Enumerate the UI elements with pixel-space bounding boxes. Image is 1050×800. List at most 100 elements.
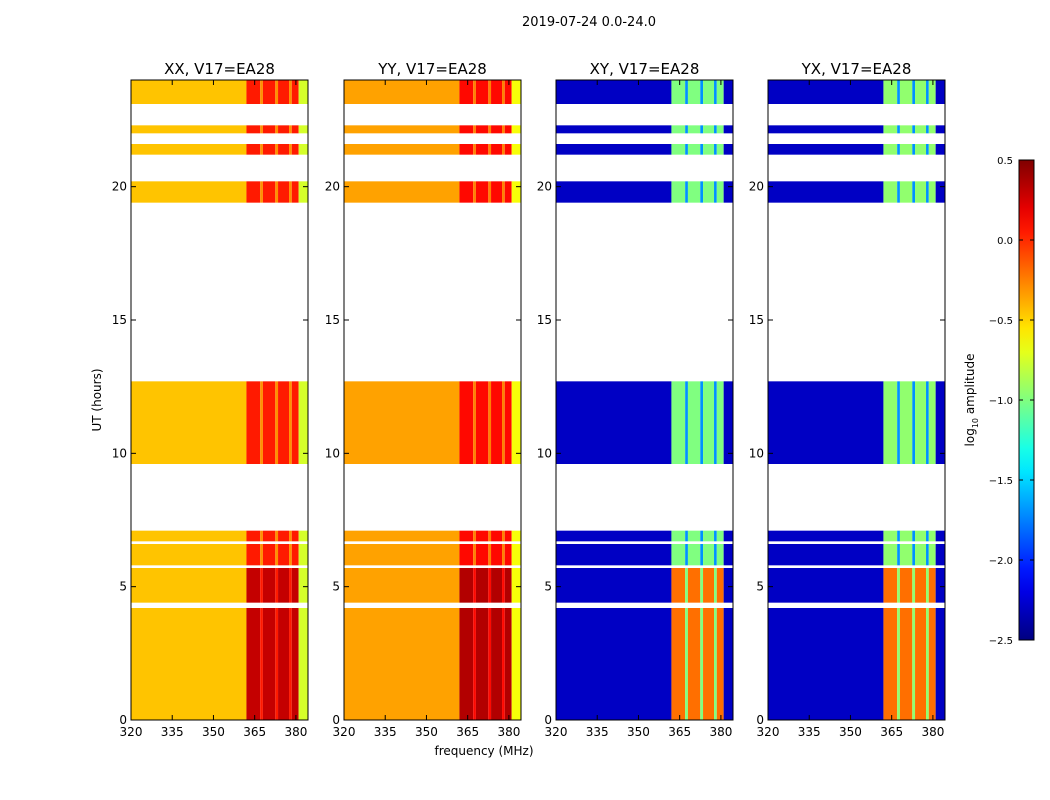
- heatmap-cell: [278, 640, 290, 720]
- heatmap-cell: [714, 568, 717, 603]
- heatmap-cell: [511, 181, 521, 203]
- y-tick-label: 15: [112, 313, 127, 327]
- colorbar-tick-label: −2.5: [989, 636, 1013, 647]
- heatmap-cell: [291, 144, 299, 155]
- heatmap-cell: [504, 608, 512, 640]
- heatmap-cell: [275, 544, 279, 566]
- heatmap-cell: [700, 80, 704, 104]
- heatmap-cell: [504, 144, 512, 155]
- heatmap-cell: [556, 181, 672, 203]
- heatmap-cell: [928, 181, 936, 203]
- heatmap-cell: [131, 125, 247, 134]
- heatmap-cell: [685, 144, 688, 155]
- heatmap-cell: [716, 608, 724, 640]
- heatmap-cell: [899, 530, 913, 542]
- heatmap-cell: [928, 381, 936, 464]
- heatmap-cell: [262, 568, 276, 603]
- heatmap-cell: [275, 125, 279, 134]
- heatmap-cell: [260, 80, 263, 104]
- heatmap-cell: [700, 125, 704, 134]
- heatmap-cell: [935, 181, 945, 203]
- heatmap-cell: [723, 544, 733, 566]
- heatmap-cell: [928, 80, 936, 104]
- heatmap-cell: [687, 125, 701, 134]
- heatmap-cell: [703, 125, 715, 134]
- heatmap-cell: [473, 381, 476, 464]
- heatmap-cell: [883, 381, 898, 464]
- heatmap-cell: [915, 608, 927, 640]
- colorbar-tick-label: −0.5: [989, 316, 1013, 327]
- heatmap-cell: [344, 640, 460, 720]
- heatmap-cell: [473, 568, 476, 603]
- heatmap-cell: [298, 80, 308, 104]
- heatmap-cell: [502, 530, 505, 542]
- x-tick-label: 320: [757, 725, 780, 739]
- y-tick-label: 15: [325, 313, 340, 327]
- y-tick-label: 10: [537, 446, 552, 460]
- heatmap-cell: [912, 80, 916, 104]
- heatmap-cell: [131, 181, 247, 203]
- heatmap-cell: [716, 144, 724, 155]
- heatmap-cell: [899, 640, 913, 720]
- heatmap-cell: [926, 125, 929, 134]
- x-tick-label: 350: [202, 725, 225, 739]
- heatmap-cell: [768, 80, 884, 104]
- heatmap-cell: [685, 181, 688, 203]
- heatmap-cell: [714, 544, 717, 566]
- heatmap-cell: [915, 640, 927, 720]
- heatmap-cell: [475, 530, 489, 542]
- heatmap-cell: [475, 381, 489, 464]
- heatmap-cell: [935, 381, 945, 464]
- heatmap-cell: [488, 608, 492, 640]
- heatmap-cell: [488, 381, 492, 464]
- heatmap-cell: [291, 125, 299, 134]
- heatmap-cell: [262, 80, 276, 104]
- heatmap-cell: [897, 181, 900, 203]
- heatmap-cell: [899, 144, 913, 155]
- heatmap-cell: [289, 544, 292, 566]
- heatmap-cell: [344, 80, 460, 104]
- heatmap-cell: [278, 530, 290, 542]
- x-tick-label: 350: [627, 725, 650, 739]
- heatmap-cell: [928, 125, 936, 134]
- heatmap-cell: [556, 530, 672, 542]
- heatmap-cell: [473, 530, 476, 542]
- heatmap-cell: [298, 608, 308, 640]
- heatmap-cell: [556, 608, 672, 640]
- x-tick-label: 350: [839, 725, 862, 739]
- heatmap-cell: [278, 125, 290, 134]
- x-axis-label: frequency (MHz): [434, 744, 533, 758]
- heatmap-cell: [714, 530, 717, 542]
- heatmap-cell: [246, 80, 261, 104]
- heatmap-cell: [700, 144, 704, 155]
- heatmap-cell: [768, 530, 884, 542]
- heatmap-cell: [511, 530, 521, 542]
- heatmap-cell: [131, 640, 247, 720]
- heatmap-cell: [275, 568, 279, 603]
- y-tick-label: 10: [749, 446, 764, 460]
- heatmap-cell: [703, 608, 715, 640]
- heatmap-cell: [491, 608, 503, 640]
- heatmap-cell: [131, 381, 247, 464]
- heatmap-cell: [491, 544, 503, 566]
- heatmap-cell: [291, 608, 299, 640]
- heatmap-cell: [278, 80, 290, 104]
- heatmap-cell: [473, 125, 476, 134]
- heatmap-cell: [935, 568, 945, 603]
- heatmap-cell: [687, 181, 701, 203]
- heatmap-cell: [488, 80, 492, 104]
- heatmap-cell: [289, 381, 292, 464]
- heatmap-cell: [475, 568, 489, 603]
- heatmap-cell: [915, 530, 927, 542]
- y-tick-label: 20: [325, 180, 340, 194]
- heatmap-cell: [768, 144, 884, 155]
- heatmap-cell: [912, 568, 916, 603]
- heatmap-cell: [475, 181, 489, 203]
- heatmap-cell: [687, 568, 701, 603]
- heatmap-cell: [275, 144, 279, 155]
- heatmap-cell: [246, 125, 261, 134]
- panel-title: YX, V17=EA28: [801, 60, 912, 78]
- heatmap-cell: [768, 640, 884, 720]
- heatmap-cell: [714, 80, 717, 104]
- heatmap-cell: [685, 80, 688, 104]
